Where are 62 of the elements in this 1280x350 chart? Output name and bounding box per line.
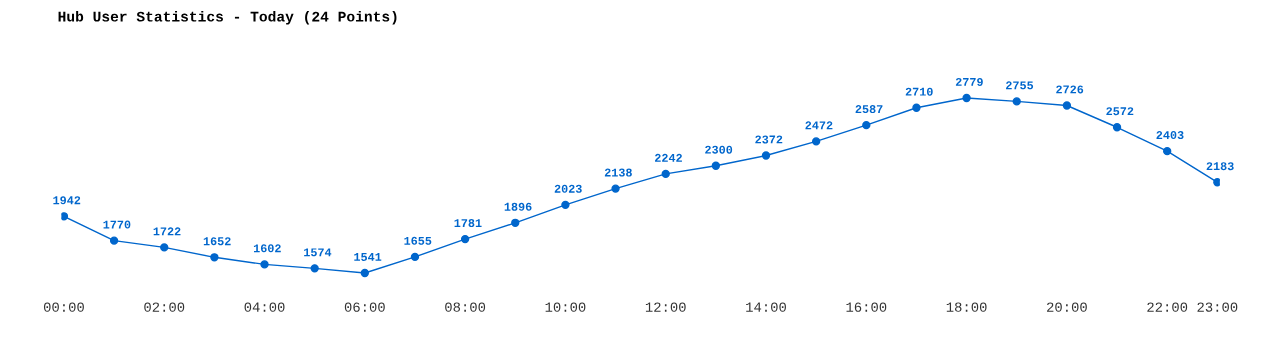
data-label: 1896 bbox=[504, 202, 532, 211]
x-tick-label: 06:00 bbox=[344, 302, 385, 312]
data-label: 2372 bbox=[755, 135, 783, 144]
point bbox=[160, 243, 169, 252]
data-label: 2300 bbox=[705, 145, 733, 154]
data-label: 1781 bbox=[454, 219, 482, 228]
x-tick-label: 14:00 bbox=[746, 302, 786, 312]
x-tick-label: 23:00 bbox=[1197, 302, 1238, 312]
point bbox=[811, 137, 821, 146]
point bbox=[912, 103, 921, 112]
x-tick-label: 00:00 bbox=[43, 302, 84, 312]
point bbox=[1012, 97, 1021, 106]
point bbox=[761, 151, 771, 160]
data-label: 2755 bbox=[1006, 81, 1034, 90]
point bbox=[61, 212, 69, 221]
x-tick-label: 18:00 bbox=[946, 302, 987, 312]
data-label: 1770 bbox=[103, 220, 131, 229]
point bbox=[561, 200, 570, 210]
data-label: 2779 bbox=[955, 77, 983, 86]
point bbox=[360, 268, 369, 278]
data-label: 2138 bbox=[604, 168, 632, 177]
point bbox=[109, 236, 119, 245]
point bbox=[1112, 123, 1122, 132]
point bbox=[410, 252, 420, 262]
x-tick-label: 16:00 bbox=[846, 302, 887, 312]
data-label: 2726 bbox=[1056, 85, 1084, 94]
x-tick-label: 08:00 bbox=[445, 302, 486, 312]
data-label: 2710 bbox=[905, 87, 933, 96]
point bbox=[210, 253, 219, 262]
point bbox=[460, 234, 470, 244]
data-label: 1652 bbox=[203, 237, 231, 246]
data-label: 2572 bbox=[1106, 107, 1134, 116]
data-label: 2403 bbox=[1156, 131, 1184, 140]
x-tick-label: 04:00 bbox=[244, 302, 285, 312]
point bbox=[1213, 178, 1220, 187]
data-label: 2183 bbox=[1206, 162, 1234, 171]
point bbox=[611, 184, 620, 193]
data-label: 1722 bbox=[153, 227, 181, 236]
x-tick-label: 02:00 bbox=[144, 302, 185, 312]
point bbox=[511, 218, 520, 227]
data-label: 1574 bbox=[304, 248, 332, 257]
data-label: 1602 bbox=[253, 244, 281, 253]
x-tick-label: 10:00 bbox=[545, 302, 586, 312]
point bbox=[661, 169, 670, 179]
x-tick-label: 22:00 bbox=[1147, 302, 1188, 312]
point bbox=[310, 264, 319, 273]
data-label: 1655 bbox=[404, 236, 432, 245]
x-tick-label: 12:00 bbox=[645, 302, 686, 312]
data-label: 2242 bbox=[655, 153, 682, 162]
point bbox=[711, 161, 721, 170]
data-label: 2472 bbox=[805, 121, 833, 130]
x-tick-label: 20:00 bbox=[1047, 302, 1087, 312]
point bbox=[1062, 101, 1072, 110]
point bbox=[962, 93, 971, 103]
data-label: 1942 bbox=[53, 196, 81, 205]
data-label: 1541 bbox=[354, 253, 382, 261]
data-label: 2023 bbox=[554, 184, 582, 193]
point bbox=[862, 120, 871, 130]
point bbox=[260, 260, 269, 269]
point bbox=[1163, 146, 1172, 156]
chart-title: Hub User Statistics - Today (24 Points) bbox=[58, 10, 397, 25]
data-label: 2587 bbox=[855, 105, 883, 114]
